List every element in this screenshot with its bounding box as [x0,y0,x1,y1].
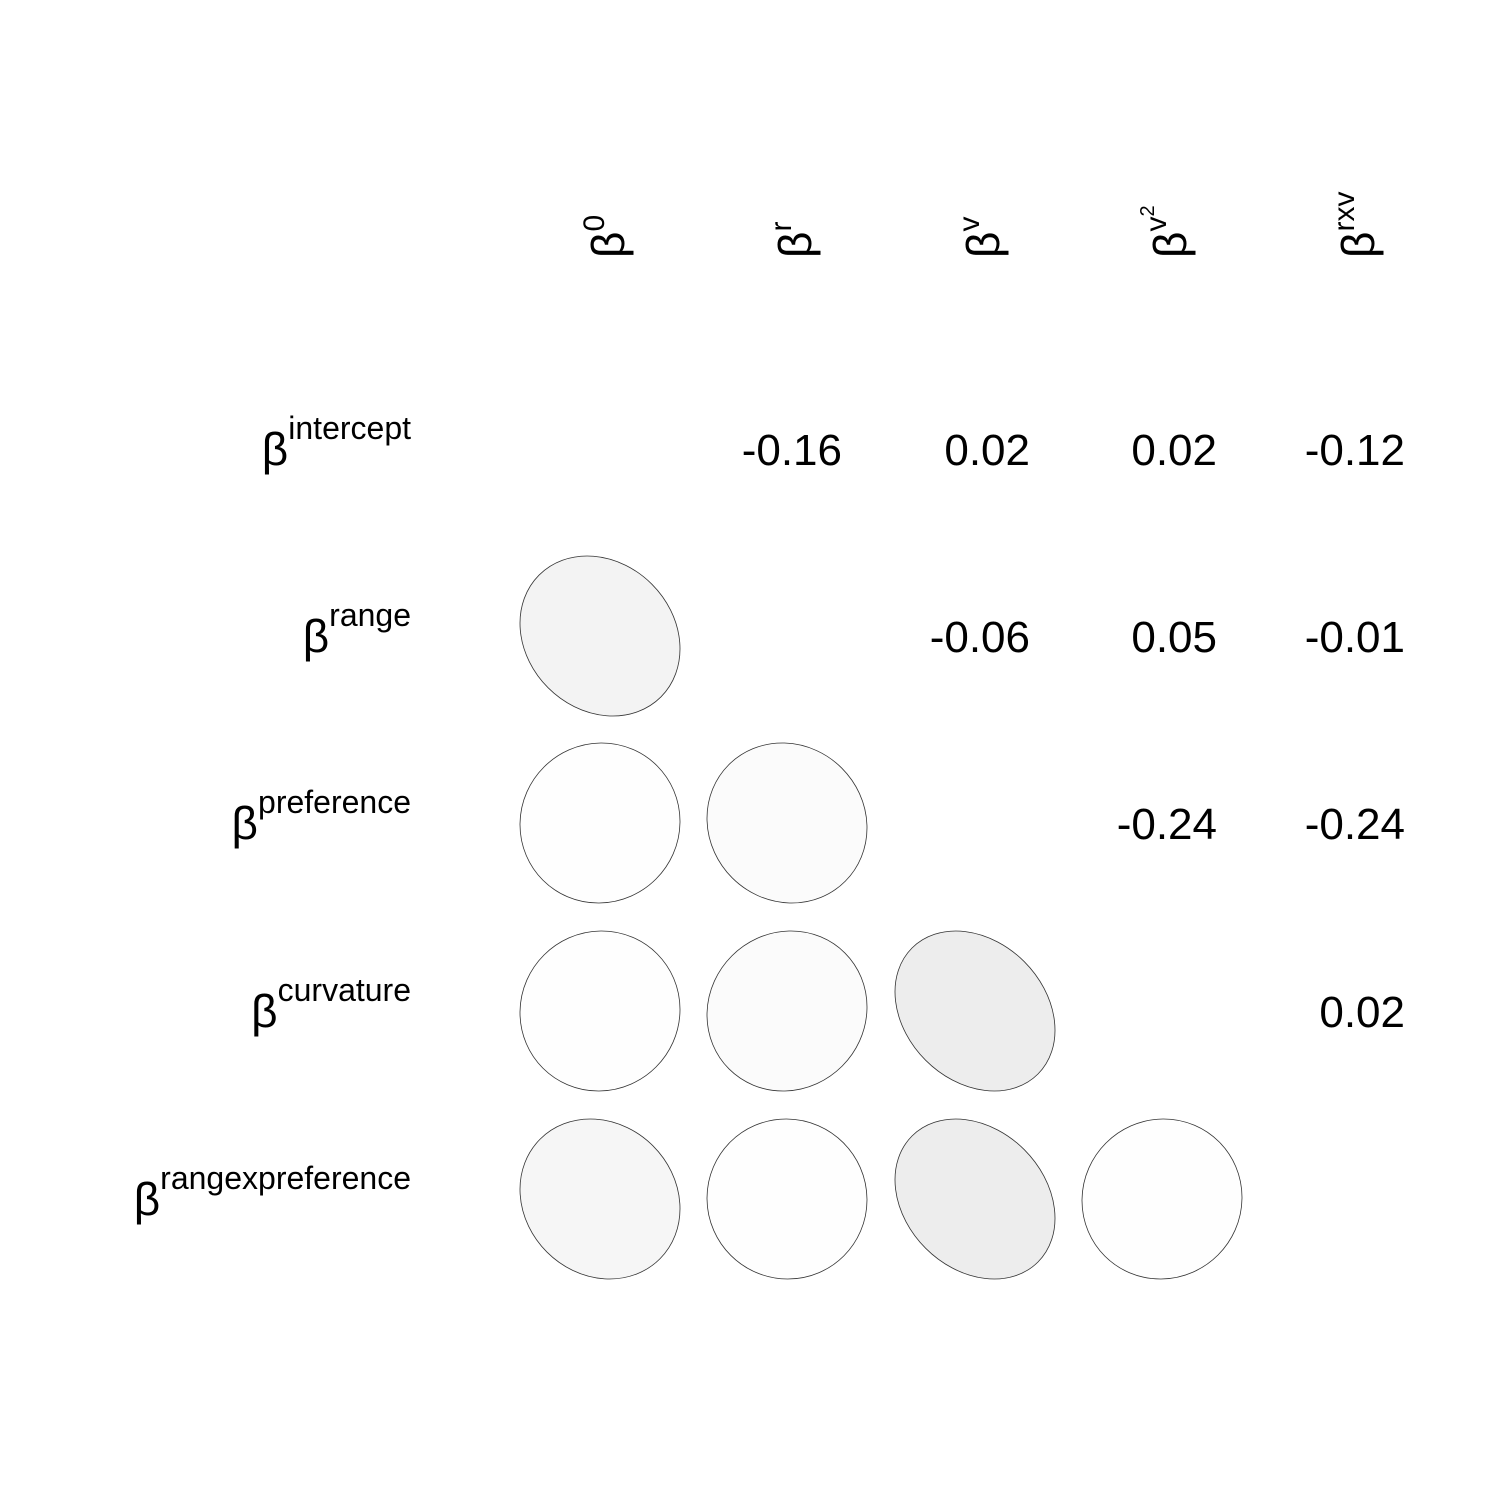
row-label-superscript: preference [258,784,411,820]
correlation-value-r1-c3: 0.05 [1131,613,1217,662]
correlation-ellipse-r2-c1 [706,742,868,904]
row-label-base: β [134,1173,160,1225]
correlation-ellipse-r1-c0 [519,555,681,717]
correlation-ellipse-r3-c0 [519,930,681,1092]
column-label-4: βrxv [1328,192,1384,258]
correlation-values: -0.16 0.02 0.02 -0.12 -0.06 0.05 -0.01 -0.24 -0.… [742,426,1405,1037]
correlation-value-r0-c1: -0.16 [742,426,842,475]
correlation-value-r0-c3: 0.02 [1131,426,1217,475]
column-label-0: β0 [578,215,634,258]
row-label-base: β [232,797,258,849]
row-label-superscript: curvature [278,972,411,1008]
column-label-base: β [769,232,821,258]
correlation-ellipse-r4-c0 [519,1118,681,1280]
correlation-value-r2-c4: -0.24 [1305,800,1405,849]
correlation-ellipse-r4-c3 [1081,1118,1243,1280]
correlation-ellipse-r4-c2 [894,1118,1056,1280]
row-label-4: βrangexpreference [134,1160,411,1225]
row-labels: βinterceptβrangeβpreferenceβcurvatureβra… [134,410,411,1225]
correlation-value-r0-c2: 0.02 [944,426,1030,475]
column-label-2: βv [953,217,1009,258]
column-label-base: β [1144,232,1196,258]
row-label-superscript: range [329,597,411,633]
column-label-superscript: v [953,217,986,232]
correlation-value-r3-c4: 0.02 [1319,988,1405,1037]
row-label-base: β [251,985,277,1037]
correlation-value-r1-c2: -0.06 [930,613,1030,662]
correlation-ellipse-r3-c1 [706,930,868,1092]
column-label-base: β [1332,232,1384,258]
column-label-1: βr [765,222,821,258]
correlation-ellipse-r2-c0 [519,742,681,904]
column-label-base: β [957,232,1009,258]
column-label-exponent: 2 [1137,205,1159,216]
row-label-superscript: rangexpreference [160,1160,411,1196]
row-label-superscript: intercept [288,410,411,446]
row-label-base: β [303,610,329,662]
column-label-base: β [582,232,634,258]
correlation-value-r1-c4: -0.01 [1305,613,1405,662]
row-label-0: βintercept [262,410,411,475]
row-label-2: βpreference [232,784,411,849]
row-label-1: βrange [303,597,411,662]
column-label-3: βv2 [1137,205,1196,258]
correlation-ellipses [519,555,1243,1280]
correlation-ellipse-r3-c2 [894,930,1056,1092]
correlation-value-r0-c4: -0.12 [1305,426,1405,475]
row-label-base: β [262,423,288,475]
column-label-superscript: v [1140,217,1173,232]
correlation-value-r2-c3: -0.24 [1117,800,1217,849]
column-label-superscript: 0 [578,215,611,232]
column-label-superscript: r [765,222,798,232]
row-label-3: βcurvature [251,972,411,1037]
correlation-ellipse-r4-c1 [706,1118,868,1280]
column-label-superscript: rxv [1328,192,1361,232]
